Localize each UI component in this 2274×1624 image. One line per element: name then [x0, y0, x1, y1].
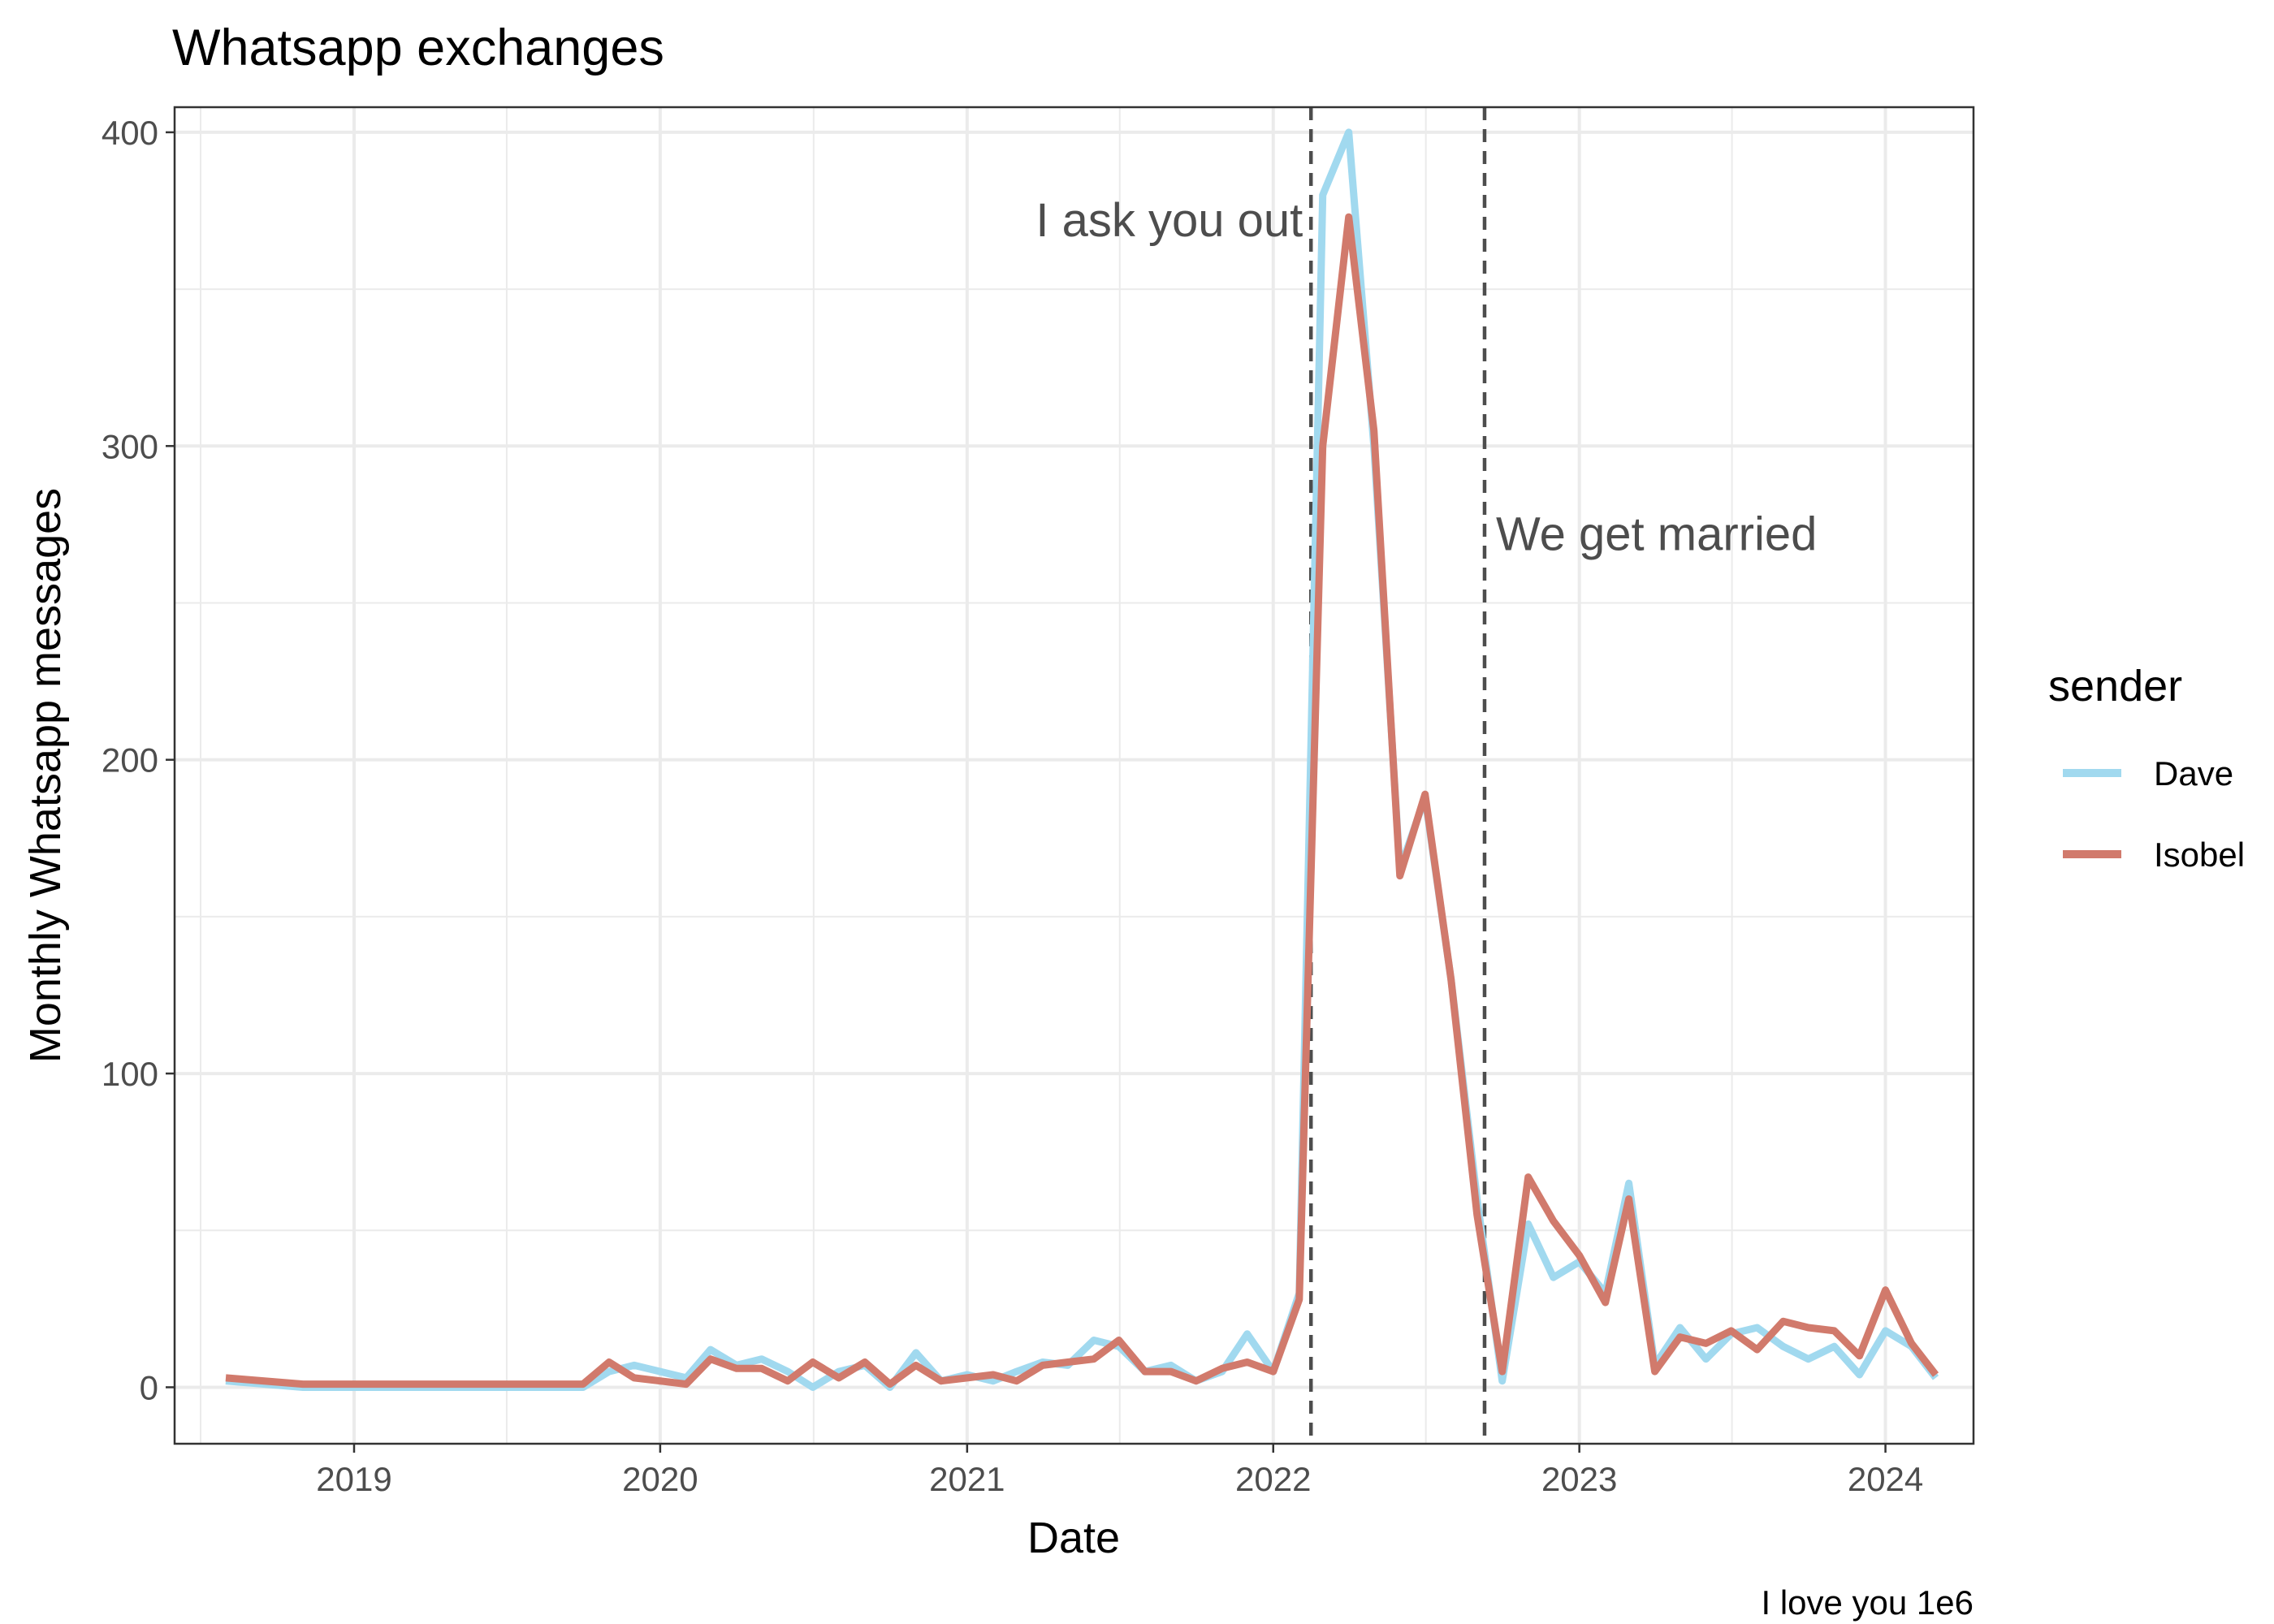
y-axis: 0 100 200 300 400 — [102, 114, 175, 1406]
x-axis: 2019 2020 2021 2022 2023 2024 — [316, 1444, 1923, 1498]
plot-border — [173, 106, 1975, 1445]
y-tick-label: 400 — [102, 114, 158, 152]
x-tick-label: 2021 — [929, 1460, 1005, 1498]
x-tick-label: 2022 — [1235, 1460, 1311, 1498]
x-tick-label: 2023 — [1541, 1460, 1617, 1498]
x-tick-label: 2020 — [622, 1460, 698, 1498]
plot-panel — [175, 107, 1974, 1444]
annotations: I ask you out We get married — [1035, 194, 1817, 560]
y-tick-label: 300 — [102, 427, 158, 465]
y-tick-label: 0 — [140, 1368, 158, 1406]
x-tick-label: 2024 — [1848, 1460, 1923, 1498]
major-gridlines — [175, 107, 1974, 1444]
data-lines — [225, 128, 1939, 1391]
legend-label-dave: Dave — [2154, 754, 2233, 793]
y-tick-label: 100 — [102, 1055, 158, 1093]
chart-title: Whatsapp exchanges — [172, 19, 664, 76]
series-line-isobel — [225, 213, 1939, 1389]
legend-title: sender — [2048, 662, 2182, 710]
minor-gridlines — [175, 107, 1974, 1444]
legend: sender Dave Isobel — [2048, 662, 2245, 874]
x-tick-label: 2019 — [316, 1460, 391, 1498]
caption: I love you 1e6 — [1761, 1583, 1974, 1622]
legend-label-isobel: Isobel — [2154, 836, 2245, 874]
annotation-label: I ask you out — [1035, 194, 1303, 247]
x-axis-title: Date — [1027, 1514, 1120, 1562]
y-axis-title: Monthly Whatsapp messages — [21, 488, 70, 1063]
y-tick-label: 200 — [102, 741, 158, 780]
annotation-label: We get married — [1496, 508, 1817, 560]
